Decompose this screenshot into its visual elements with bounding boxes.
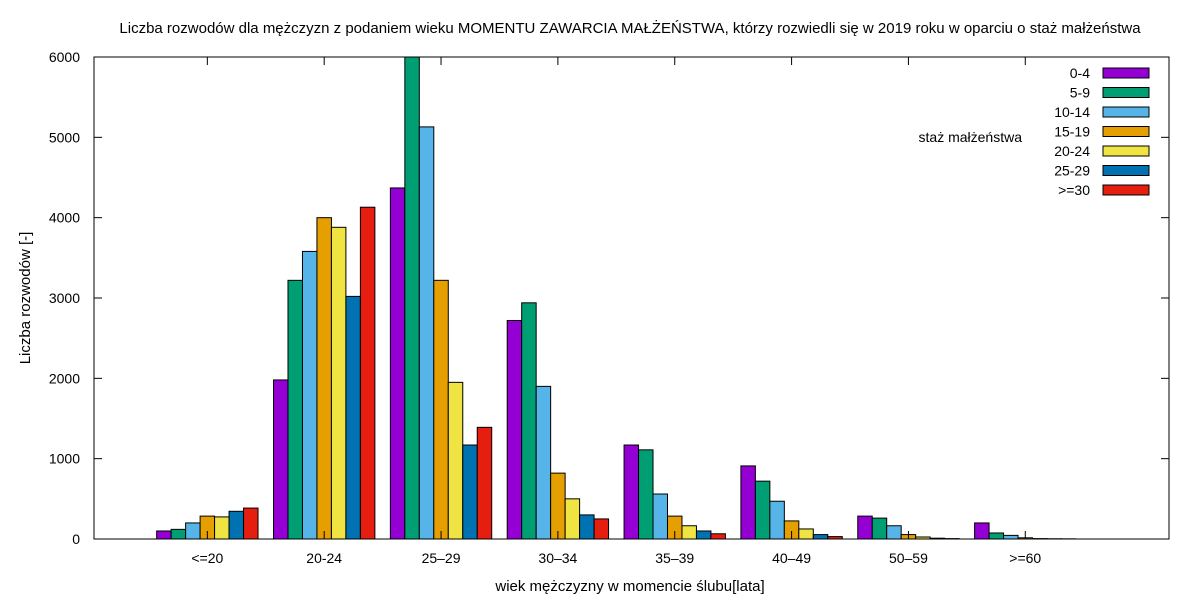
- y-axis-label: Liczba rozwodów [-]: [17, 232, 34, 365]
- bar-10-14-40–49: [769, 500, 785, 540]
- chart-title: Liczba rozwodów dla mężczyzn z podaniem …: [119, 19, 1141, 37]
- x-tick-label: 30–34: [538, 550, 577, 566]
- bar->=30-<=20: [243, 507, 259, 540]
- bar-10-14-<=20: [185, 522, 201, 540]
- bar-0-4-25–29: [389, 187, 406, 540]
- legend-label-0-4: 0-4: [1070, 65, 1090, 81]
- bar-5-9->=60: [988, 532, 1005, 540]
- bar-0-4-35–39: [623, 444, 640, 540]
- bar-10-14-30–34: [535, 385, 552, 540]
- legend-swatch-5-9: [1102, 87, 1150, 98]
- y-tick-label: 5000: [49, 129, 80, 145]
- legend-swatch-0-4: [1102, 67, 1150, 79]
- bar->=30-25–29: [476, 426, 493, 540]
- y-axis: 0 1000 2000 3000 4000 5000 6000: [49, 49, 1169, 547]
- bar-5-9-<=20: [170, 528, 187, 540]
- legend-swatch-25-29: [1102, 165, 1150, 176]
- legend: 0-4 5-9 10-14 15-19 20-24 25-29 >=30: [1054, 65, 1150, 198]
- legend-label-15-19: 15-19: [1054, 124, 1090, 140]
- bar-25-29-35–39: [695, 530, 712, 540]
- y-tick-label: 6000: [49, 49, 80, 65]
- bar-20-24-20-24: [330, 226, 347, 540]
- bar-10-14-35–39: [652, 493, 668, 540]
- bar-20-24-<=20: [214, 516, 230, 540]
- bar-15-19-30–34: [550, 472, 566, 540]
- legend-label-5-9: 5-9: [1070, 85, 1090, 101]
- legend-swatch-10-14: [1102, 106, 1150, 118]
- x-tick-label: 20-24: [306, 550, 342, 566]
- legend-label-25-29: 25-29: [1054, 163, 1090, 179]
- x-tick-label: 25–29: [422, 550, 461, 566]
- bar-25-29-20-24: [345, 295, 361, 540]
- y-tick-label: 0: [72, 531, 80, 547]
- legend-label->=30: >=30: [1058, 182, 1090, 198]
- bar-10-14-25–29: [418, 126, 435, 540]
- y-tick-label: 2000: [49, 370, 80, 386]
- legend-label-10-14: 10-14: [1054, 104, 1090, 120]
- bar-0-4-30–34: [506, 319, 523, 540]
- bar-0-4-<=20: [156, 530, 172, 540]
- x-axis: <=20 20-24 25–29 30–34 35–39 40–49 50–59 >=60: [191, 57, 1041, 566]
- x-tick-label: 50–59: [889, 550, 928, 566]
- legend-label-20-24: 20-24: [1054, 143, 1090, 159]
- bar-5-9-50–59: [871, 517, 888, 540]
- bar-25-29-30–34: [579, 514, 595, 540]
- bar-10-14->=60: [1003, 534, 1019, 540]
- legend-title: staż małżeństwa: [919, 129, 1023, 145]
- x-axis-label: wiek mężczyzny w momencie ślubu[lata]: [494, 578, 764, 595]
- bar-10-14-50–59: [886, 525, 902, 540]
- bar-5-9-30–34: [521, 302, 537, 540]
- legend-swatch-15-19: [1102, 126, 1150, 137]
- x-tick-label: 40–49: [772, 550, 811, 566]
- y-tick-label: 3000: [49, 290, 80, 306]
- legend-swatch->=30: [1102, 184, 1150, 196]
- legend-swatch-20-24: [1102, 145, 1150, 157]
- bar-25-29-25–29: [462, 444, 478, 540]
- bar-10-14-20-24: [301, 250, 318, 540]
- bars-group: [156, 56, 1077, 540]
- bar->=30-30–34: [593, 518, 610, 540]
- bar-0-4-40–49: [740, 465, 756, 540]
- x-tick-label: >=60: [1009, 550, 1041, 566]
- bar-20-24-40–49: [798, 528, 814, 540]
- bar-20-24-30–34: [564, 498, 581, 540]
- bar-0-4-50–59: [857, 515, 873, 540]
- bar-5-9-40–49: [754, 480, 771, 540]
- x-tick-label: <=20: [191, 550, 223, 566]
- x-tick-label: 35–39: [655, 550, 694, 566]
- bar-0-4->=60: [974, 522, 990, 540]
- bar-5-9-20-24: [287, 279, 303, 540]
- y-tick-label: 4000: [49, 210, 80, 226]
- bar-25-29-40–49: [812, 534, 829, 540]
- bar-20-24-35–39: [681, 525, 697, 540]
- bar-0-4-20-24: [273, 379, 289, 540]
- bar->=30-35–39: [710, 533, 726, 540]
- bar-20-24-25–29: [447, 381, 464, 540]
- bar-5-9-35–39: [638, 449, 654, 540]
- bar-25-29-<=20: [228, 510, 245, 540]
- bar-15-19-25–29: [433, 279, 449, 540]
- bar-15-19-20-24: [316, 217, 332, 540]
- y-tick-label: 1000: [49, 451, 80, 467]
- bar->=30-20-24: [359, 206, 376, 540]
- bar-5-9-25–29: [404, 56, 420, 540]
